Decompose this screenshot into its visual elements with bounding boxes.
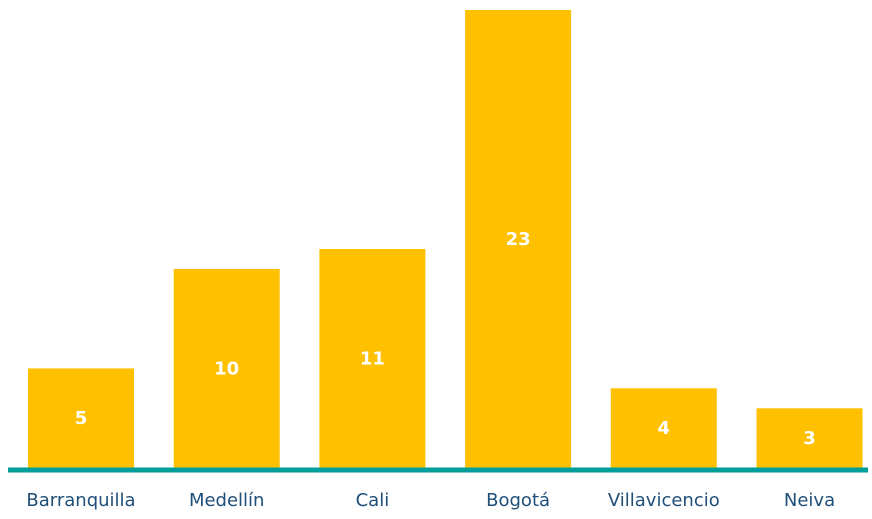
- bar-value-label: 3: [803, 428, 816, 449]
- bar-cali: [319, 249, 426, 468]
- bar-value-label: 5: [75, 408, 88, 429]
- category-label: Neiva: [784, 490, 835, 511]
- bar-neiva: [756, 408, 863, 468]
- bar-value-label: 10: [214, 358, 239, 379]
- bars-layer: 5 10 11 23 4 3: [28, 10, 863, 468]
- bar-value-label: 23: [506, 229, 531, 250]
- bar-bogotá: [465, 10, 572, 468]
- category-label: Barranquilla: [26, 490, 135, 511]
- bar-medellín: [173, 268, 280, 468]
- category-label: Cali: [356, 490, 390, 511]
- bar-value-label: 11: [360, 349, 385, 370]
- bar-villavicencio: [610, 388, 717, 468]
- category-label: Bogotá: [486, 490, 550, 511]
- bar-value-label: 4: [658, 418, 671, 439]
- bar-barranquilla: [28, 368, 134, 468]
- category-label: Villavicencio: [608, 490, 720, 511]
- category-label: Medellín: [189, 490, 265, 511]
- labels-layer: Barranquilla Medellín Cali Bogotá Villavicen…: [26, 490, 835, 511]
